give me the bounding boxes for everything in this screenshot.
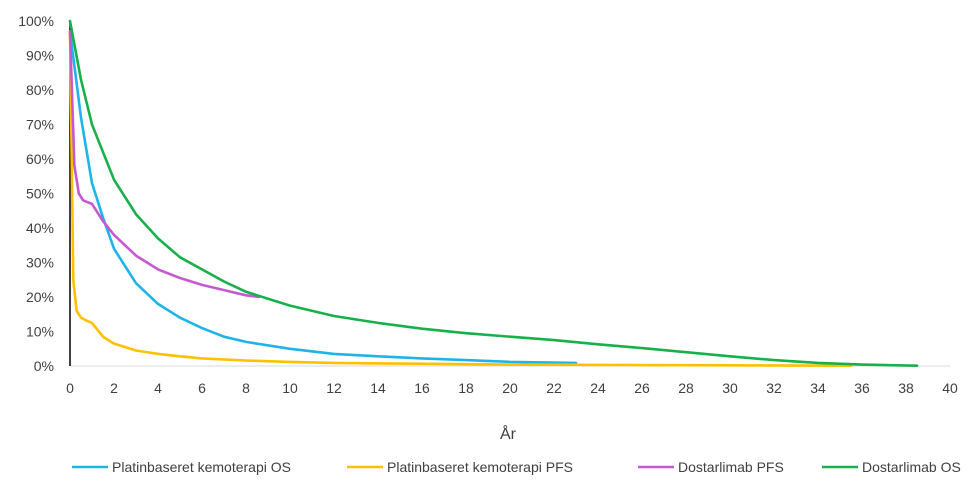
x-tick-label: 36 <box>854 380 870 396</box>
x-tick-label: 4 <box>154 380 162 396</box>
legend-label: Platinbaseret kemoterapi PFS <box>387 459 573 475</box>
x-tick-label: 40 <box>942 380 958 396</box>
legend: Platinbaseret kemoterapi OS Platinbaseret… <box>72 459 961 475</box>
x-tick-label: 14 <box>370 380 386 396</box>
y-tick-label: 60% <box>26 151 54 167</box>
y-tick-label: 80% <box>26 82 54 98</box>
x-tick-label: 26 <box>634 380 650 396</box>
x-tick-label: 28 <box>678 380 694 396</box>
x-tick-label: 20 <box>502 380 518 396</box>
series-line-1 <box>68 30 578 365</box>
y-tick-label: 30% <box>26 255 54 271</box>
x-tick-label: 24 <box>590 380 606 396</box>
x-tick-label: 0 <box>66 380 74 396</box>
x-tick-label: 18 <box>458 380 474 396</box>
legend-label: Dostarlimab OS <box>862 459 961 475</box>
series-line-4 <box>68 19 919 368</box>
y-tick-label: 50% <box>26 186 54 202</box>
x-tick-label: 30 <box>722 380 738 396</box>
series-line-3 <box>68 30 261 299</box>
y-tick-label: 20% <box>26 289 54 305</box>
y-tick-label: 10% <box>26 324 54 340</box>
x-tick-label: 38 <box>898 380 914 396</box>
y-tick-label: 90% <box>26 48 54 64</box>
x-tick-label: 2 <box>110 380 118 396</box>
x-tick-label: 12 <box>326 380 342 396</box>
series-line-2 <box>68 30 853 368</box>
y-tick-label: 100% <box>18 13 54 29</box>
x-tick-label: 8 <box>242 380 250 396</box>
y-tick-label: 40% <box>26 220 54 236</box>
x-tick-label: 10 <box>282 380 298 396</box>
x-tick-label: 32 <box>766 380 782 396</box>
x-axis-tick-labels: 0 2 4 6 8 10 12 14 16 18 20 22 24 26 28 30 32 34 36 38 40 <box>66 380 958 396</box>
x-tick-label: 6 <box>198 380 206 396</box>
x-tick-label: 34 <box>810 380 826 396</box>
x-tick-label: 22 <box>546 380 562 396</box>
x-axis-title: År <box>500 424 517 443</box>
series-lines <box>68 19 919 368</box>
y-tick-label: 70% <box>26 117 54 133</box>
x-tick-label: 16 <box>414 380 430 396</box>
y-tick-label: 0% <box>34 358 54 374</box>
legend-label: Dostarlimab PFS <box>678 459 784 475</box>
legend-label: Platinbaseret kemoterapi OS <box>112 459 291 475</box>
y-axis-tick-labels: 0% 10% 20% 30% 40% 50% 60% 70% 80% 90% 100% <box>18 13 54 374</box>
